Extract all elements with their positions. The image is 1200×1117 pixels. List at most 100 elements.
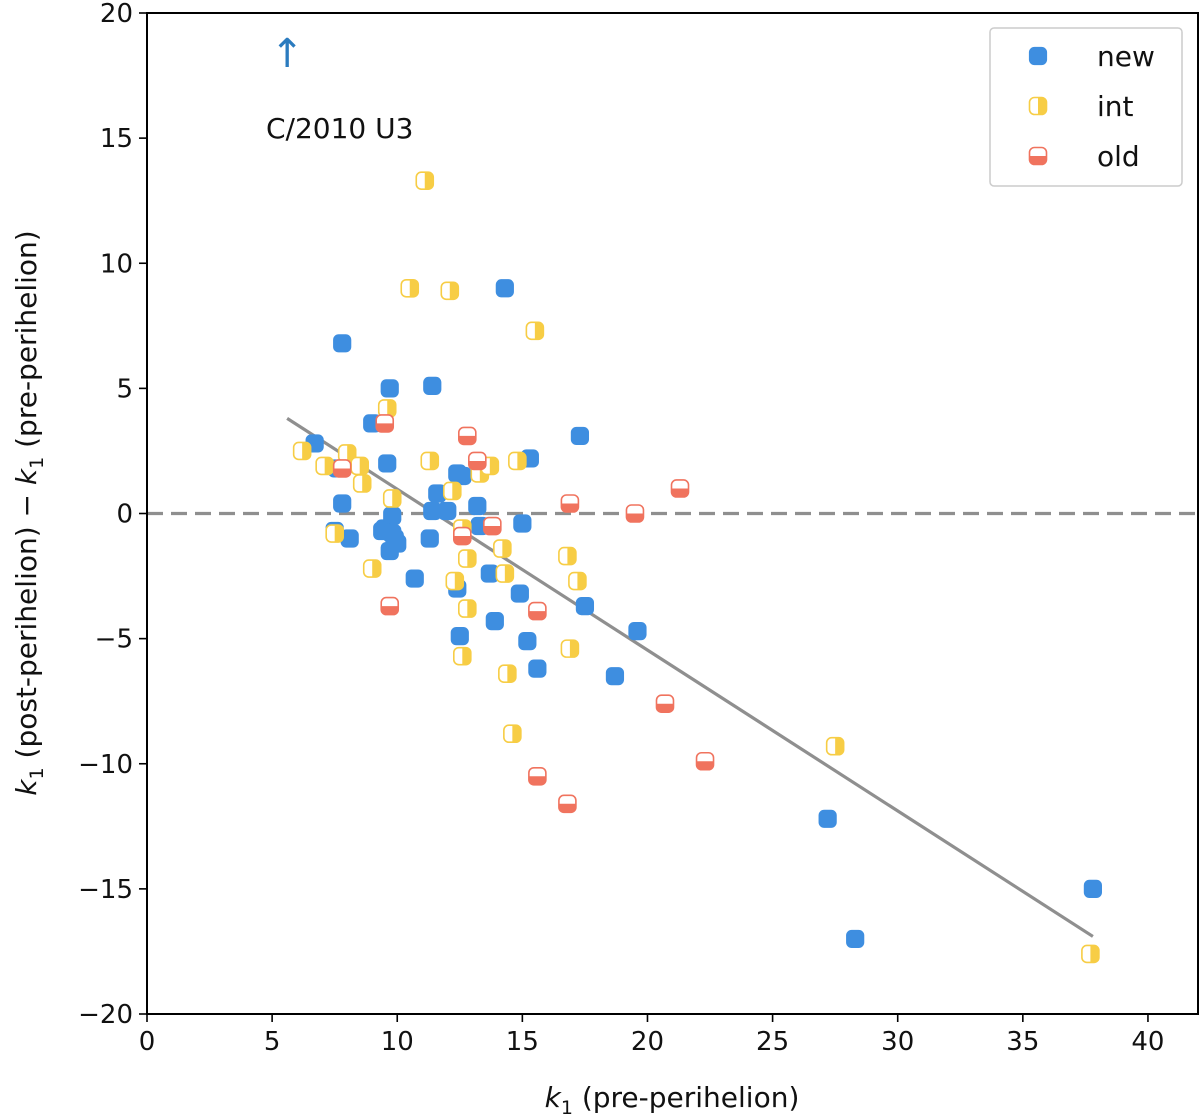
y-tick-label: 5 xyxy=(116,374,133,404)
y-axis-label-var-b: k xyxy=(10,467,43,485)
new-point xyxy=(420,529,439,548)
x-axis-ticks: 0 5 10 15 20 25 30 35 40 xyxy=(139,1014,1164,1057)
int-point xyxy=(525,321,545,341)
new-point xyxy=(575,596,595,616)
legend-label-new: new xyxy=(1097,40,1155,73)
old-point xyxy=(483,516,502,536)
new-point xyxy=(385,529,404,548)
x-tick-label: 0 xyxy=(139,1027,156,1057)
new-point xyxy=(510,584,529,603)
old-point xyxy=(468,451,487,471)
int-point xyxy=(568,571,587,591)
old-point xyxy=(655,694,675,713)
int-point xyxy=(292,441,312,461)
series-old xyxy=(332,414,715,814)
y-tick-label: −15 xyxy=(78,875,133,905)
old-point xyxy=(625,504,645,523)
int-point xyxy=(352,474,372,493)
x-tick-label: 15 xyxy=(506,1027,539,1057)
x-axis-label-sub: 1 xyxy=(561,1097,573,1117)
x-tick-label: 20 xyxy=(631,1027,664,1057)
x-tick-label: 10 xyxy=(381,1027,414,1057)
int-point xyxy=(445,571,465,591)
reference-lines xyxy=(147,417,1198,938)
old-point xyxy=(332,459,352,478)
y-axis-label-rest-a: (post-perihelion) − xyxy=(10,485,43,767)
x-axis-label: k1 (pre-perihelion) xyxy=(545,1081,800,1117)
new-point xyxy=(513,514,532,533)
x-axis-label-rest: (pre-perihelion) xyxy=(573,1081,799,1114)
int-point xyxy=(315,456,334,476)
old-point xyxy=(528,766,547,786)
int-point xyxy=(420,451,440,471)
y-axis-label-var-a: k xyxy=(10,778,43,796)
new-point xyxy=(518,632,537,651)
legend-marker-int xyxy=(1028,96,1048,116)
new-point xyxy=(378,454,397,473)
int-point xyxy=(362,559,382,578)
y-tick-label: 20 xyxy=(100,0,133,29)
int-point xyxy=(495,564,515,583)
series-new xyxy=(305,279,1103,949)
int-point xyxy=(337,444,357,463)
x-tick-label: 30 xyxy=(881,1027,914,1057)
new-point xyxy=(405,569,424,588)
int-point xyxy=(350,456,370,476)
annotation-label: C/2010 U3 xyxy=(266,112,413,145)
int-point xyxy=(558,546,577,566)
old-point xyxy=(695,751,715,771)
y-axis-label-sub-a: 1 xyxy=(26,767,48,779)
new-point xyxy=(485,612,504,631)
old-point xyxy=(452,526,472,546)
data-points xyxy=(292,171,1103,964)
legend-marker-old xyxy=(1028,146,1048,166)
legend-item-int: int xyxy=(1028,90,1134,123)
legend-marker-new xyxy=(1028,46,1048,66)
legend-label-int: int xyxy=(1097,90,1134,123)
old-point xyxy=(670,479,690,498)
int-point xyxy=(458,599,477,618)
offscale-arrow-icon: ↑ xyxy=(270,31,304,77)
x-tick-label: 25 xyxy=(756,1027,789,1057)
int-point xyxy=(415,171,435,190)
regression-fit-line xyxy=(286,417,1094,938)
int-point xyxy=(1081,944,1100,964)
legend-item-old: old xyxy=(1028,140,1140,173)
y-axis-label-rest-b: (pre-perihelion) xyxy=(10,230,43,456)
int-point xyxy=(825,736,845,756)
new-point xyxy=(468,496,487,516)
new-point xyxy=(438,501,457,521)
y-tick-label: −20 xyxy=(78,1000,133,1030)
int-point xyxy=(493,539,512,558)
y-tick-label: 15 xyxy=(100,124,133,154)
old-point xyxy=(528,601,547,621)
y-tick-label: 10 xyxy=(100,249,133,279)
new-point xyxy=(846,929,865,949)
y-tick-label: −10 xyxy=(78,750,133,780)
new-point xyxy=(495,279,514,298)
x-axis-label-var: k xyxy=(545,1081,563,1114)
int-point xyxy=(508,451,527,471)
old-point xyxy=(380,596,400,616)
int-point xyxy=(325,524,344,543)
new-point xyxy=(818,809,837,828)
old-point xyxy=(560,494,580,513)
legend-box xyxy=(989,27,1183,187)
int-point xyxy=(458,549,477,568)
x-tick-label: 35 xyxy=(1006,1027,1039,1057)
y-axis-ticks: −20 −15 −10 −5 0 5 10 15 20 xyxy=(78,0,147,1030)
old-point xyxy=(558,794,577,814)
int-point xyxy=(400,278,420,298)
new-point xyxy=(423,376,442,395)
int-point xyxy=(440,281,460,301)
new-point xyxy=(1083,879,1103,898)
series-int xyxy=(292,171,1100,964)
legend-label-old: old xyxy=(1097,140,1140,173)
int-point xyxy=(503,724,522,744)
int-point xyxy=(480,456,500,476)
y-tick-label: 0 xyxy=(116,500,133,530)
int-point xyxy=(377,399,397,418)
x-tick-label: 40 xyxy=(1131,1027,1164,1057)
y-axis-label-sub-b: 1 xyxy=(26,457,48,469)
